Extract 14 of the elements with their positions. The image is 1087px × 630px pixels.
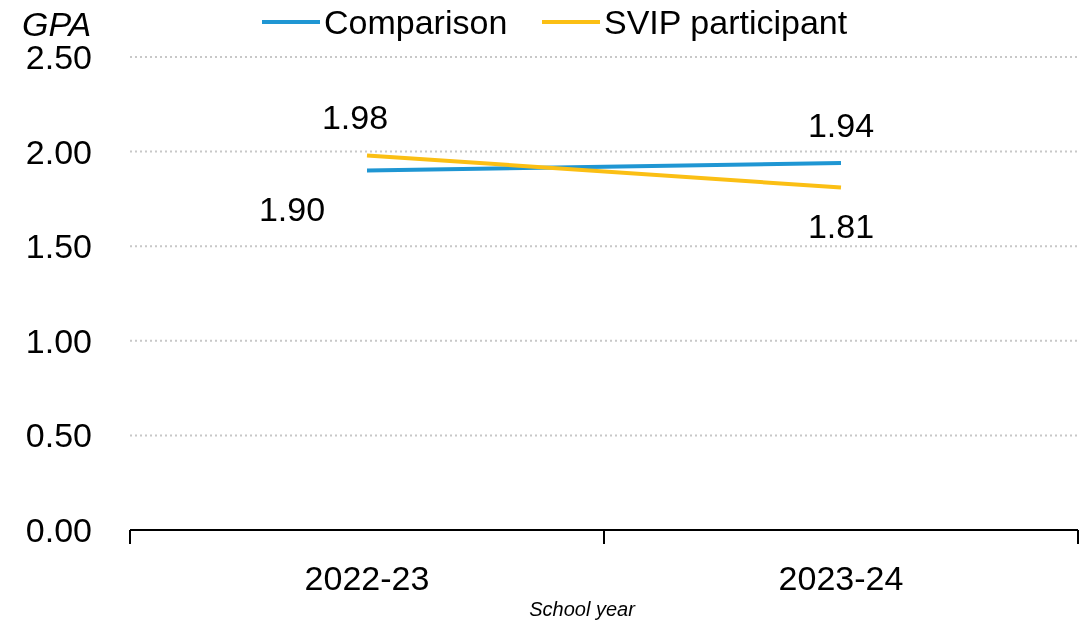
y-tick-label: 1.50 (25, 227, 92, 266)
data-label: 1.81 (807, 206, 875, 245)
y-tick-label: 0.00 (25, 511, 92, 549)
y-tick-label: 1.00 (25, 321, 92, 360)
y-tick-label: 0.50 (25, 416, 92, 455)
x-axis-title: School year (529, 598, 637, 620)
data-label: 1.94 (807, 105, 875, 144)
x-tick-label: 2022-23 (304, 559, 430, 597)
data-label: 1.90 (258, 189, 326, 228)
data-label: 1.98 (321, 98, 389, 137)
legend-label: Comparison (324, 3, 508, 41)
legend-label: SVIP participant (604, 3, 848, 41)
y-tick-label: 2.00 (25, 132, 92, 171)
x-tick-label: 2023-24 (778, 559, 904, 597)
